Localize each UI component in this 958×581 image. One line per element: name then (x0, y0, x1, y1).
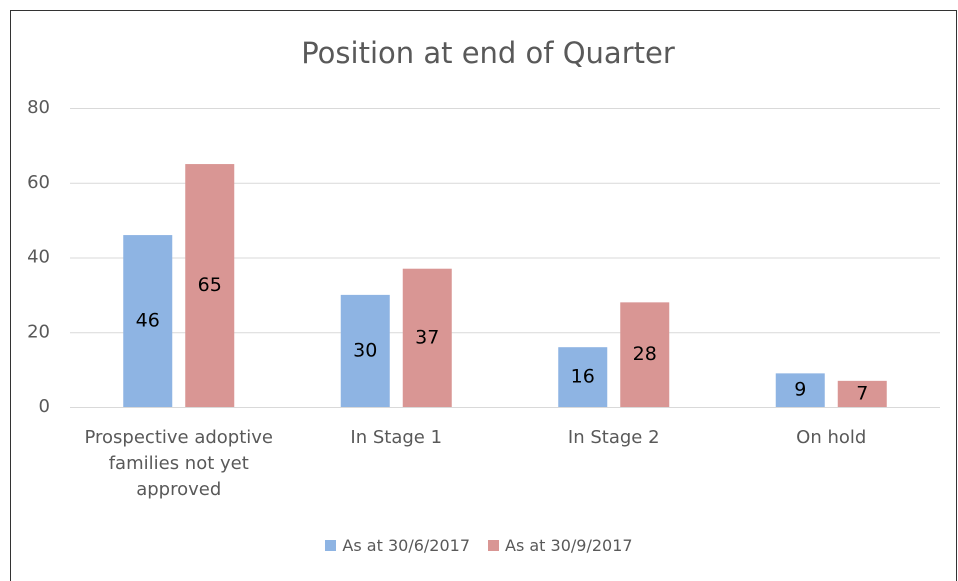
bar (123, 235, 173, 407)
legend-swatch (488, 540, 499, 551)
chart-border (10, 10, 957, 581)
bar (775, 373, 825, 407)
data-label: 37 (415, 326, 439, 348)
y-tick-label: 20 (27, 321, 50, 342)
x-tick-label: In Stage 2 (567, 427, 660, 448)
bar (837, 380, 887, 407)
data-label: 7 (856, 382, 868, 404)
legend-label: As at 30/6/2017 (342, 536, 470, 555)
legend-swatch (325, 540, 337, 551)
data-label: 46 (136, 310, 160, 332)
data-label: 65 (198, 274, 222, 296)
legend-item: As at 30/9/2017 (488, 536, 633, 555)
legend-label: As at 30/9/2017 (505, 536, 633, 555)
y-tick-label: 0 (39, 396, 50, 417)
bar (620, 302, 670, 407)
bar (185, 164, 235, 407)
x-tick-label: On hold (796, 427, 867, 448)
legend-item: As at 30/6/2017 (325, 536, 470, 555)
data-label: 16 (571, 366, 595, 388)
x-tick-label: Prospective adoptive families not yet ap… (84, 427, 274, 500)
bar (340, 294, 390, 407)
bar (402, 268, 452, 407)
y-tick-label: 40 (27, 247, 50, 268)
legend: As at 30/6/2017 As at 30/9/2017 (0, 536, 958, 555)
data-label: 30 (353, 339, 377, 361)
x-tick-label: In Stage 1 (350, 427, 443, 448)
y-tick-label: 60 (27, 172, 50, 193)
bar (558, 347, 608, 407)
data-label: 9 (794, 379, 806, 401)
data-label: 28 (633, 343, 657, 365)
chart-title: Position at end of Quarter (301, 36, 675, 70)
y-tick-label: 80 (27, 97, 50, 118)
